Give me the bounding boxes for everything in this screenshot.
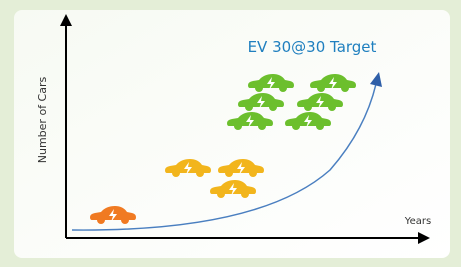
panel [14,10,450,258]
target-label: EV 30@30 Target [248,38,377,56]
diagram: Number of Cars Years EV 30@30 Target [0,0,461,267]
x-axis-label: Years [404,216,431,227]
y-axis-label: Number of Cars [36,77,49,164]
